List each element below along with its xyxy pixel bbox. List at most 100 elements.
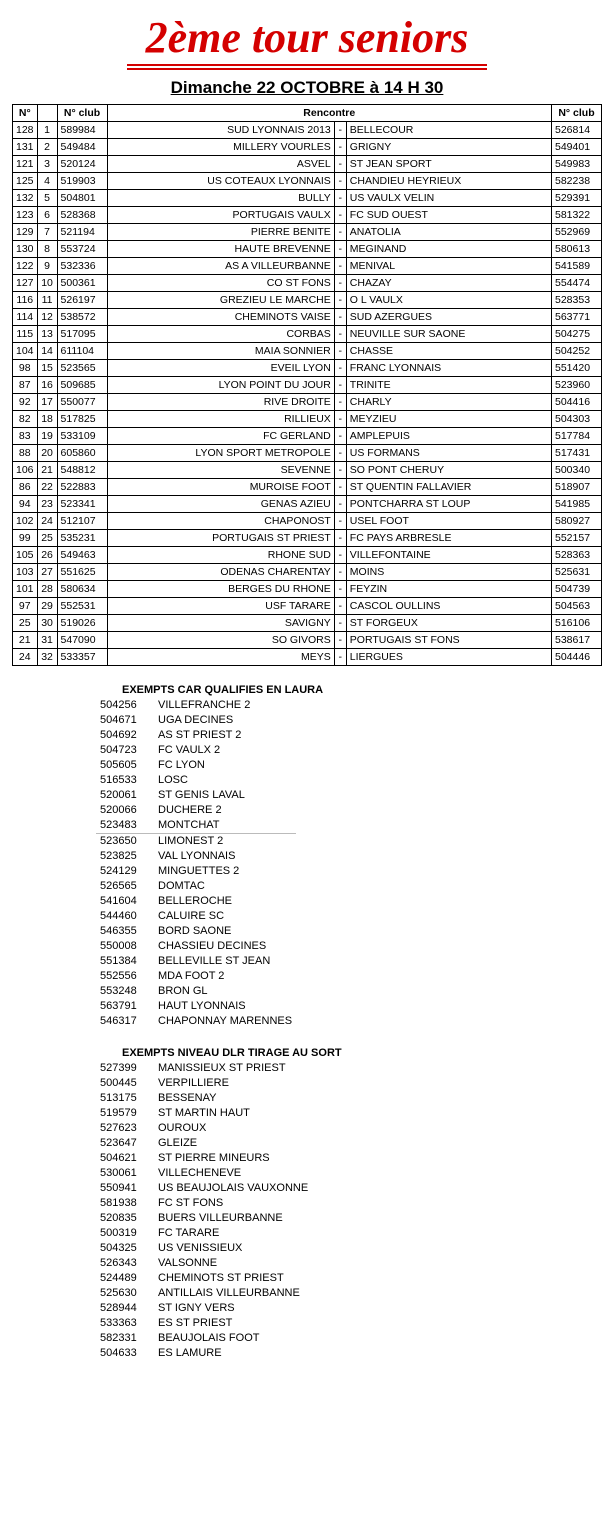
table-row: 1281589984SUD LYONNAIS 2013-BELLECOUR526… <box>13 122 602 139</box>
cell-club2: 541985 <box>552 496 602 513</box>
cell-home: LYON SPORT METROPOLE <box>107 445 334 462</box>
cell-club2: 549401 <box>552 139 602 156</box>
cell-away: LIERGUES <box>346 649 551 666</box>
cell-n: 128 <box>13 122 38 139</box>
cell-club2: 580613 <box>552 241 602 258</box>
cell-club1: 533357 <box>57 649 107 666</box>
cell-n: 104 <box>13 343 38 360</box>
cell-club1: 580634 <box>57 581 107 598</box>
table-row: 1325504801BULLY-US VAULX VELIN529391 <box>13 190 602 207</box>
cell-home: CORBAS <box>107 326 334 343</box>
exempt-name: MDA FOOT 2 <box>154 969 296 984</box>
exempt-id: 519579 <box>96 1106 154 1121</box>
cell-club2: 518907 <box>552 479 602 496</box>
cell-sep: - <box>334 445 346 462</box>
cell-sep: - <box>334 326 346 343</box>
cell-club2: 529391 <box>552 190 602 207</box>
cell-home: AS A VILLEURBANNE <box>107 258 334 275</box>
list-item: 527399MANISSIEUX ST PRIEST <box>96 1061 312 1076</box>
cell-n: 99 <box>13 530 38 547</box>
cell-sep: - <box>334 462 346 479</box>
exempt-id: 525630 <box>96 1286 154 1301</box>
cell-rank: 24 <box>37 513 57 530</box>
exempt-name: ST MARTIN HAUT <box>154 1106 312 1121</box>
exempt-name: ANTILLAIS VILLEURBANNE <box>154 1286 312 1301</box>
list-item: 553248BRON GL <box>96 984 296 999</box>
table-row: 1312549484MILLERY VOURLES-GRIGNY549401 <box>13 139 602 156</box>
cell-club2: 523960 <box>552 377 602 394</box>
cell-club2: 552157 <box>552 530 602 547</box>
exempt-name: MONTCHAT <box>154 818 296 834</box>
cell-n: 127 <box>13 275 38 292</box>
cell-away: ST QUENTIN FALLAVIER <box>346 479 551 496</box>
cell-club1: 589984 <box>57 122 107 139</box>
exempts-laura-list: 504256VILLEFRANCHE 2504671UGA DECINES504… <box>96 698 296 1029</box>
exempt-id: 582331 <box>96 1331 154 1346</box>
exempt-name: ST PIERRE MINEURS <box>154 1151 312 1166</box>
exempt-name: FC TARARE <box>154 1226 312 1241</box>
cell-home: USF TARARE <box>107 598 334 615</box>
exempt-id: 524489 <box>96 1271 154 1286</box>
list-item: 533363ES ST PRIEST <box>96 1316 312 1331</box>
cell-club1: 519026 <box>57 615 107 632</box>
cell-away: US FORMANS <box>346 445 551 462</box>
table-row: 10128580634BERGES DU RHONE-FEYZIN504739 <box>13 581 602 598</box>
page-title: 2ème tour seniors <box>12 16 602 60</box>
table-row: 2530519026SAVIGNY-ST FORGEUX516106 <box>13 615 602 632</box>
cell-club1: 522883 <box>57 479 107 496</box>
exempt-name: DUCHERE 2 <box>154 803 296 818</box>
exempt-id: 504256 <box>96 698 154 713</box>
title-underline <box>127 64 487 70</box>
matches-table: N° N° club Rencontre N° club 1281589984S… <box>12 104 602 666</box>
cell-away: SO PONT CHERUY <box>346 462 551 479</box>
cell-away: PONTCHARRA ST LOUP <box>346 496 551 513</box>
cell-home: CHAPONOST <box>107 513 334 530</box>
cell-club2: 563771 <box>552 309 602 326</box>
list-item: 516533LOSC <box>96 773 296 788</box>
cell-away: FRANC LYONNAIS <box>346 360 551 377</box>
col-rencontre: Rencontre <box>107 105 551 122</box>
cell-sep: - <box>334 428 346 445</box>
table-row: 8716509685LYON POINT DU JOUR-TRINITE5239… <box>13 377 602 394</box>
cell-home: GREZIEU LE MARCHE <box>107 292 334 309</box>
cell-n: 21 <box>13 632 38 649</box>
cell-club2: 504446 <box>552 649 602 666</box>
cell-rank: 31 <box>37 632 57 649</box>
exempt-name: DOMTAC <box>154 879 296 894</box>
exempt-name: ST IGNY VERS <box>154 1301 312 1316</box>
exempt-id: 533363 <box>96 1316 154 1331</box>
exempt-id: 553248 <box>96 984 154 999</box>
cell-club2: 504252 <box>552 343 602 360</box>
exempt-name: LOSC <box>154 773 296 788</box>
cell-club2: 528363 <box>552 547 602 564</box>
list-item: 563791HAUT LYONNAIS <box>96 999 296 1014</box>
cell-n: 25 <box>13 615 38 632</box>
table-row: 1213520124ASVEL-ST JEAN SPORT549983 <box>13 156 602 173</box>
exempt-id: 504692 <box>96 728 154 743</box>
cell-rank: 27 <box>37 564 57 581</box>
exempt-name: US BEAUJOLAIS VAUXONNE <box>154 1181 312 1196</box>
cell-club1: 605860 <box>57 445 107 462</box>
cell-away: VILLEFONTAINE <box>346 547 551 564</box>
exempt-id: 546317 <box>96 1014 154 1029</box>
cell-n: 101 <box>13 581 38 598</box>
exempt-name: VALSONNE <box>154 1256 312 1271</box>
cell-home: ASVEL <box>107 156 334 173</box>
cell-home: EVEIL LYON <box>107 360 334 377</box>
cell-club2: 541589 <box>552 258 602 275</box>
cell-club2: 538617 <box>552 632 602 649</box>
cell-sep: - <box>334 309 346 326</box>
cell-n: 132 <box>13 190 38 207</box>
cell-rank: 21 <box>37 462 57 479</box>
cell-away: SUD AZERGUES <box>346 309 551 326</box>
exempt-name: ES ST PRIEST <box>154 1316 312 1331</box>
cell-rank: 5 <box>37 190 57 207</box>
cell-n: 97 <box>13 598 38 615</box>
cell-home: BERGES DU RHONE <box>107 581 334 598</box>
table-row: 1254519903US COTEAUX LYONNAIS-CHANDIEU H… <box>13 173 602 190</box>
cell-away: USEL FOOT <box>346 513 551 530</box>
col-club2: N° club <box>552 105 602 122</box>
cell-away: CHANDIEU HEYRIEUX <box>346 173 551 190</box>
exempt-id: 527399 <box>96 1061 154 1076</box>
list-item: 546317CHAPONNAY MARENNES <box>96 1014 296 1029</box>
